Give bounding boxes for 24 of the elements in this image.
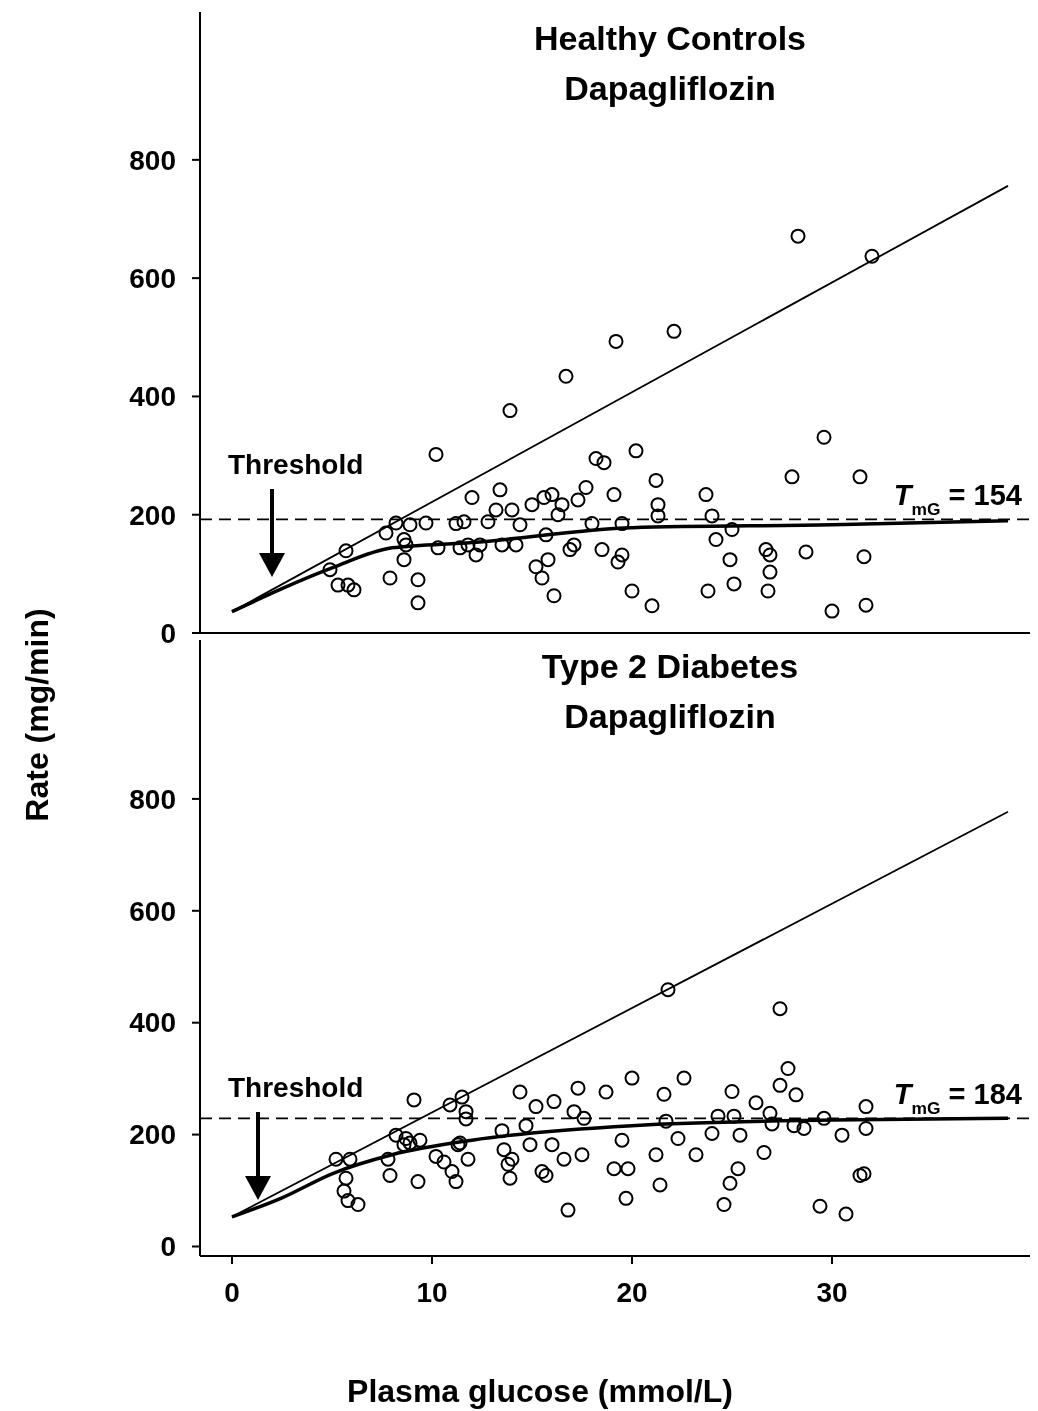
- y-tick-label: 200: [129, 1119, 176, 1151]
- y-tick-label: 800: [129, 783, 176, 815]
- y-tick-label: 400: [129, 381, 176, 413]
- chart-title: Type 2 Diabetes: [541, 647, 799, 685]
- annotation: T$_{mG}$ = 154: [893, 479, 1022, 520]
- y-tick-label: 600: [129, 895, 176, 927]
- y-tick-label: 0: [160, 1231, 176, 1263]
- text: Dapagliflozin: [564, 697, 776, 735]
- y-axis-title: Rate (mg/min): [19, 608, 55, 822]
- x-tick-label: 30: [816, 1277, 848, 1308]
- annotation: Threshold: [228, 449, 364, 480]
- y-tick-label: 800: [129, 144, 176, 176]
- x-tick-label: 0: [224, 1277, 240, 1308]
- x-axis-title: Plasma glucose (mmol/L): [347, 1373, 733, 1409]
- annotation: T$_{mG}$ = 184: [893, 1078, 1022, 1119]
- x-tick-label: 10: [416, 1277, 448, 1308]
- x-tick-label: 20: [616, 1277, 648, 1308]
- chart-title: Healthy Controls: [533, 19, 807, 57]
- y-tick-label: 200: [129, 499, 176, 531]
- y-tick-label: 0: [160, 617, 176, 649]
- text: Dapagliflozin: [564, 69, 776, 107]
- y-tick-label: 600: [129, 262, 176, 294]
- y-tick-label: 400: [129, 1007, 176, 1039]
- annotation: Threshold: [228, 1072, 364, 1103]
